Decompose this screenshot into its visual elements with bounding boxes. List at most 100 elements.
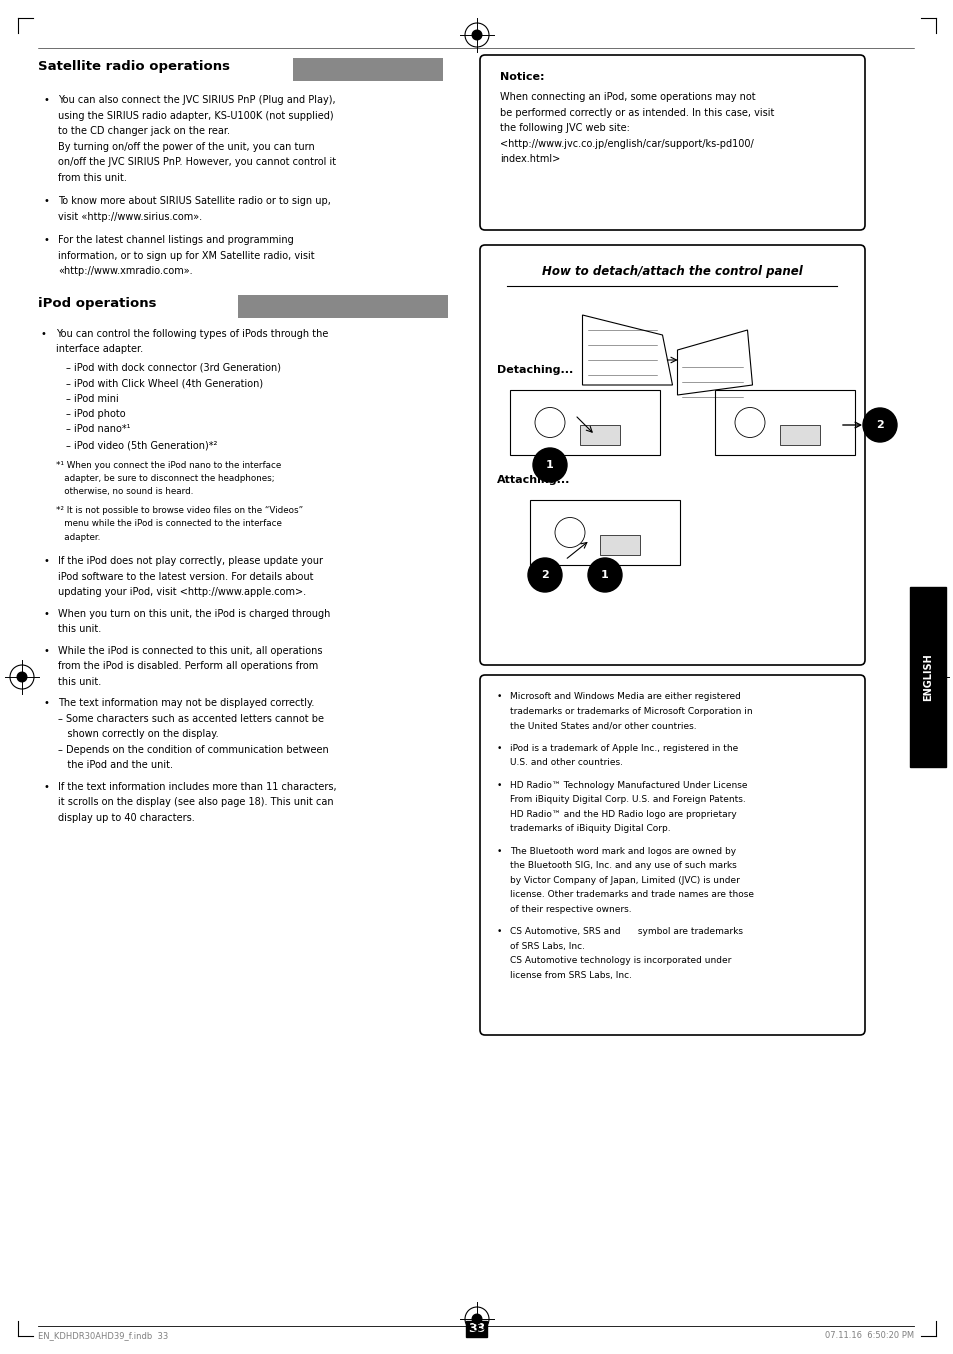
Text: otherwise, no sound is heard.: otherwise, no sound is heard. [56,487,193,497]
Text: – iPod photo: – iPod photo [66,409,126,418]
Text: 1: 1 [600,570,608,580]
Text: 2: 2 [875,420,882,431]
Text: the United States and/or other countries.: the United States and/or other countries… [510,720,696,730]
Text: •: • [40,329,46,338]
Text: •: • [497,846,502,856]
Bar [714,390,854,455]
Text: trademarks or trademarks of Microsoft Corporation in: trademarks or trademarks of Microsoft Co… [510,707,752,715]
Text: •: • [43,783,49,792]
Text: the Bluetooth SIG, Inc. and any use of such marks: the Bluetooth SIG, Inc. and any use of s… [510,861,736,871]
Text: license from SRS Labs, Inc.: license from SRS Labs, Inc. [510,971,631,979]
Text: 33: 33 [468,1323,485,1335]
Text: this unit.: this unit. [58,624,101,635]
Text: ENGLISH: ENGLISH [923,653,932,701]
Text: When connecting an iPod, some operations may not: When connecting an iPod, some operations… [499,92,755,102]
FancyBboxPatch shape [479,245,864,665]
Text: •: • [43,699,49,708]
Text: Notice:: Notice: [499,72,544,83]
Circle shape [527,558,561,592]
Text: updating your iPod, visit <http://www.apple.com>.: updating your iPod, visit <http://www.ap… [58,588,306,597]
Polygon shape [582,315,672,385]
Text: shown correctly on the display.: shown correctly on the display. [58,730,218,739]
Text: CS Automotive, SRS and      symbol are trademarks: CS Automotive, SRS and symbol are tradem… [510,927,742,936]
Text: of their respective owners.: of their respective owners. [510,904,631,914]
Text: the following JVC web site:: the following JVC web site: [499,123,629,133]
Text: to the CD changer jack on the rear.: to the CD changer jack on the rear. [58,126,230,135]
Text: be performed correctly or as intended. In this case, visit: be performed correctly or as intended. I… [499,107,774,118]
Text: •: • [497,927,502,936]
Text: 33: 33 [468,1323,485,1335]
Text: If the text information includes more than 11 characters,: If the text information includes more th… [58,783,336,792]
Text: •: • [43,609,49,619]
Text: •: • [43,556,49,566]
Text: «http://www.xmradio.com».: «http://www.xmradio.com». [58,265,193,276]
Circle shape [472,1315,481,1324]
Text: *² It is not possible to browse video files on the “Videos”: *² It is not possible to browse video fi… [56,506,303,515]
Bar [237,295,448,317]
Text: 07.11.16  6:50:20 PM: 07.11.16 6:50:20 PM [824,1331,913,1340]
Text: How to detach/attach the control panel: How to detach/attach the control panel [541,265,802,278]
Text: by Victor Company of Japan, Limited (JVC) is under: by Victor Company of Japan, Limited (JVC… [510,876,740,884]
Text: the iPod and the unit.: the iPod and the unit. [58,761,172,770]
Text: iPod operations: iPod operations [38,297,156,310]
Text: information, or to sign up for XM Satellite radio, visit: information, or to sign up for XM Satell… [58,250,314,260]
Circle shape [472,30,481,39]
FancyBboxPatch shape [479,676,864,1034]
Text: 2: 2 [540,570,548,580]
Text: adapter, be sure to disconnect the headphones;: adapter, be sure to disconnect the headp… [56,474,274,483]
Text: •: • [497,692,502,701]
Text: – iPod mini: – iPod mini [66,394,118,403]
Polygon shape [677,330,752,395]
Text: on/off the JVC SIRIUS PnP. However, you cannot control it: on/off the JVC SIRIUS PnP. However, you … [58,157,335,167]
Text: <http://www.jvc.co.jp/english/car/support/ks-pd100/: <http://www.jvc.co.jp/english/car/suppor… [499,138,753,149]
Text: HD Radio™ Technology Manufactured Under License: HD Radio™ Technology Manufactured Under … [510,780,747,789]
Text: – Some characters such as accented letters cannot be: – Some characters such as accented lette… [58,714,324,724]
Bar [599,535,639,555]
Text: Microsoft and Windows Media are either registered: Microsoft and Windows Media are either r… [510,692,740,701]
Bar [510,390,659,455]
Text: From iBiquity Digital Corp. U.S. and Foreign Patents.: From iBiquity Digital Corp. U.S. and For… [510,795,745,804]
Bar [579,425,619,445]
Bar [780,425,820,445]
Text: •: • [43,236,49,245]
Text: menu while the iPod is connected to the interface: menu while the iPod is connected to the … [56,520,281,528]
Text: •: • [43,196,49,206]
Text: The text information may not be displayed correctly.: The text information may not be displaye… [58,699,314,708]
Text: You can control the following types of iPods through the: You can control the following types of i… [56,329,328,338]
Text: If the iPod does not play correctly, please update your: If the iPod does not play correctly, ple… [58,556,323,566]
Text: 1: 1 [545,460,554,470]
Text: – iPod with Click Wheel (4th Generation): – iPod with Click Wheel (4th Generation) [66,378,263,389]
Circle shape [734,408,764,437]
FancyBboxPatch shape [909,588,945,766]
Circle shape [862,408,896,441]
Text: – Depends on the condition of communication between: – Depends on the condition of communicat… [58,745,329,756]
Text: •: • [497,743,502,753]
Text: When you turn on this unit, the iPod is charged through: When you turn on this unit, the iPod is … [58,609,330,619]
Circle shape [555,517,584,547]
Circle shape [533,448,566,482]
Text: this unit.: this unit. [58,677,101,686]
Text: – iPod with dock connector (3rd Generation): – iPod with dock connector (3rd Generati… [66,363,281,372]
Text: visit «http://www.sirius.com».: visit «http://www.sirius.com». [58,211,202,222]
Text: By turning on/off the power of the unit, you can turn: By turning on/off the power of the unit,… [58,142,314,152]
Text: of SRS Labs, Inc.: of SRS Labs, Inc. [510,941,584,951]
Text: iPod is a trademark of Apple Inc., registered in the: iPod is a trademark of Apple Inc., regis… [510,743,738,753]
Text: – iPod video (5th Generation)*²: – iPod video (5th Generation)*² [66,440,217,450]
Circle shape [17,672,27,682]
FancyBboxPatch shape [479,56,864,230]
Text: CS Automotive technology is incorporated under: CS Automotive technology is incorporated… [510,956,731,965]
Circle shape [535,408,564,437]
Text: from this unit.: from this unit. [58,172,127,183]
Text: Attaching...: Attaching... [497,475,570,485]
Text: Detaching...: Detaching... [497,366,573,375]
Text: iPod software to the latest version. For details about: iPod software to the latest version. For… [58,571,314,582]
Text: HD Radio™ and the HD Radio logo are proprietary: HD Radio™ and the HD Radio logo are prop… [510,810,736,819]
Text: •: • [497,780,502,789]
Text: *¹ When you connect the iPod nano to the interface: *¹ When you connect the iPod nano to the… [56,460,281,470]
Text: interface adapter.: interface adapter. [56,344,143,353]
Circle shape [926,672,936,682]
Text: display up to 40 characters.: display up to 40 characters. [58,812,194,823]
Text: •: • [43,95,49,106]
Bar [530,500,679,565]
Text: •: • [43,646,49,655]
